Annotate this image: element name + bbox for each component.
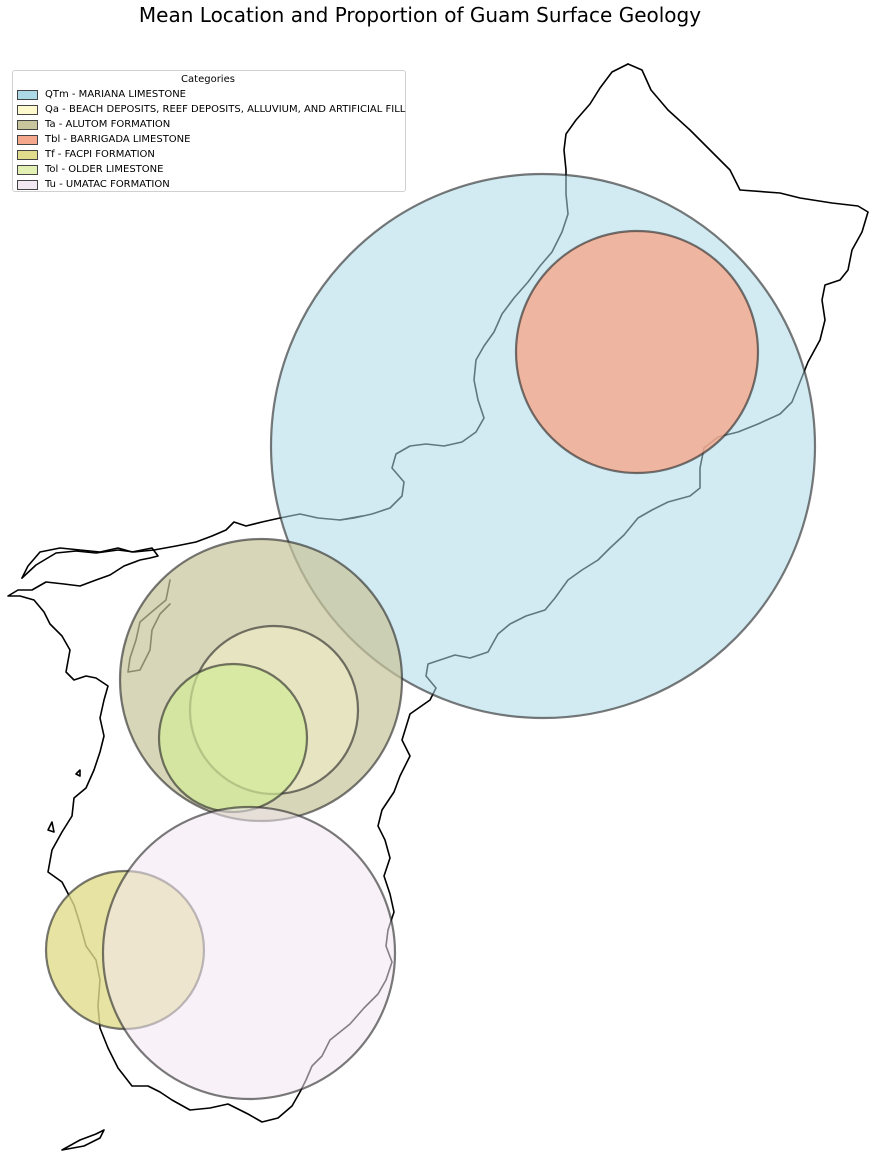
- legend-swatch: [17, 134, 38, 145]
- legend-swatch: [17, 119, 38, 130]
- legend-label: Tu - UMATAC FORMATION: [45, 179, 170, 190]
- map-title: Mean Location and Proportion of Guam Sur…: [139, 3, 701, 27]
- bubble-layer: [44, 172, 817, 1101]
- legend-label: Tbl - BARRIGADA LIMESTONE: [45, 134, 191, 145]
- legend-label: QTm - MARIANA LIMESTONE: [45, 89, 186, 100]
- legend-swatch: [17, 149, 38, 160]
- legend-item-tu: Tu - UMATAC FORMATION: [17, 177, 399, 192]
- bubble-tu: [101, 805, 397, 1101]
- legend-swatch: [17, 89, 38, 100]
- legend-label: Qa - BEACH DEPOSITS, REEF DEPOSITS, ALLU…: [45, 104, 406, 115]
- legend: Categories QTm - MARIANA LIMESTONE Qa - …: [12, 70, 406, 192]
- legend-label: Tf - FACPI FORMATION: [45, 149, 155, 160]
- legend-swatch: [17, 164, 38, 175]
- legend-item-tbl: Tbl - BARRIGADA LIMESTONE: [17, 132, 399, 147]
- bubble-tol: [157, 662, 309, 814]
- islet-west: [75, 769, 81, 777]
- legend-swatch: [17, 104, 38, 115]
- islet-southwest: [47, 821, 55, 833]
- legend-label: Ta - ALUTOM FORMATION: [45, 119, 171, 130]
- legend-item-tf: Tf - FACPI FORMATION: [17, 147, 399, 162]
- legend-item-ta: Ta - ALUTOM FORMATION: [17, 117, 399, 132]
- legend-item-tol: Tol - OLDER LIMESTONE: [17, 162, 399, 177]
- legend-item-qtm: QTm - MARIANA LIMESTONE: [17, 87, 399, 102]
- legend-label: Tol - OLDER LIMESTONE: [45, 164, 164, 175]
- bubble-tbl: [514, 229, 760, 475]
- legend-swatch: [17, 179, 38, 190]
- legend-item-qa: Qa - BEACH DEPOSITS, REEF DEPOSITS, ALLU…: [17, 102, 405, 117]
- legend-title: Categories: [181, 74, 235, 85]
- cocos-islet: [61, 1129, 105, 1151]
